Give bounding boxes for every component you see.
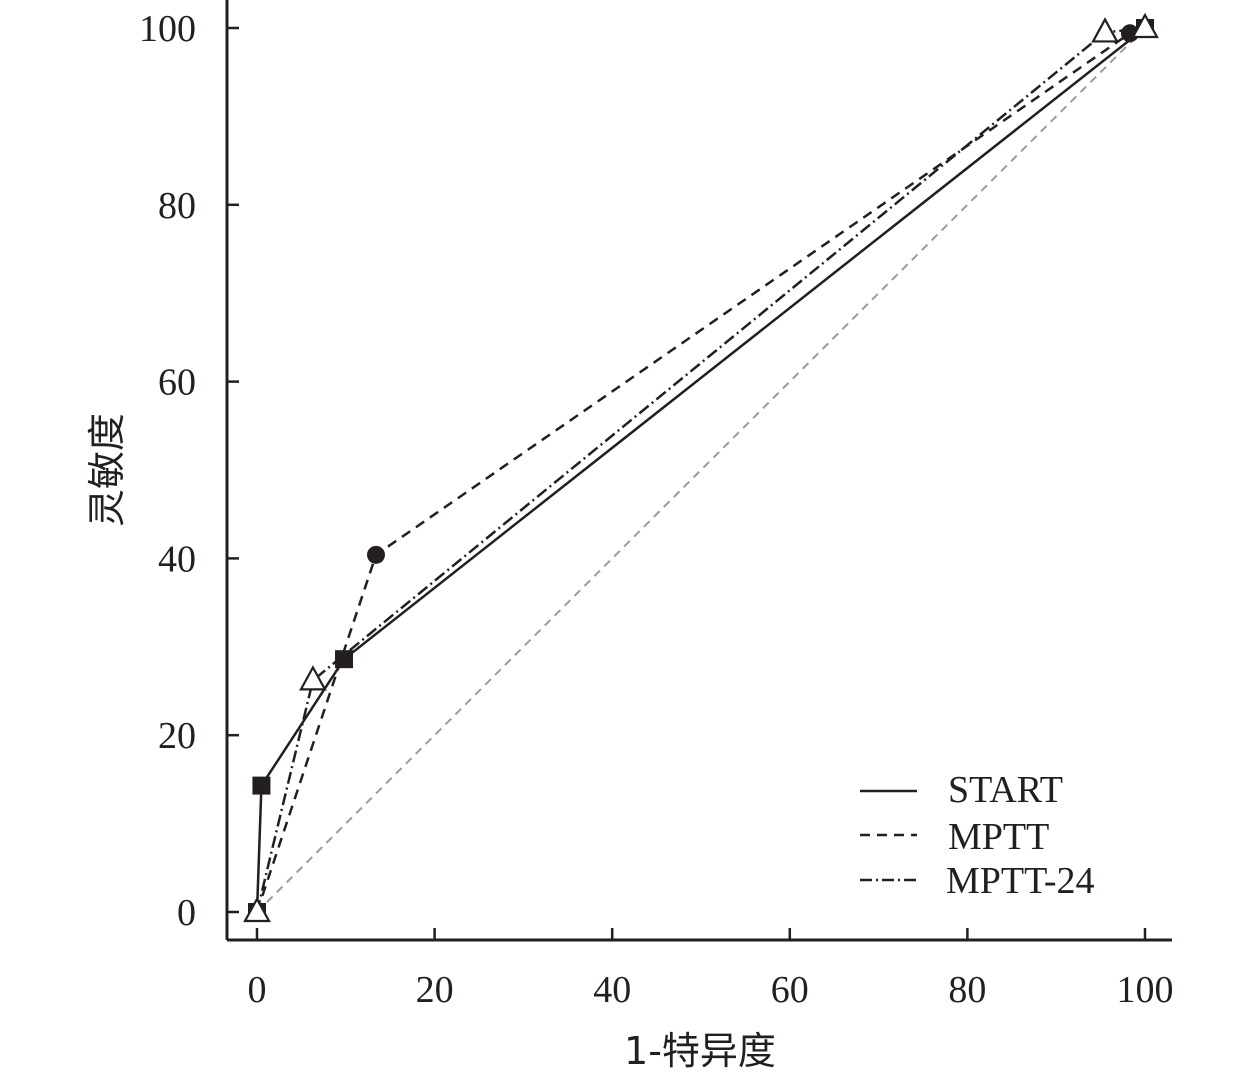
axes-layer <box>225 0 1172 942</box>
y-axis-title: 灵敏度 <box>85 413 129 527</box>
x-tick-label: 60 <box>771 969 809 1011</box>
x-tick-label: 0 <box>248 969 267 1011</box>
y-tick-label: 80 <box>158 185 196 227</box>
data-point-start <box>335 650 354 669</box>
x-tick-label: 100 <box>1117 969 1174 1011</box>
ticks-layer: 0 20 40 60 80 100 0 20 40 60 80 100 <box>139 8 1174 1011</box>
x-tick-label: 80 <box>948 969 986 1011</box>
y-tick-label: 40 <box>158 538 196 580</box>
data-point-mptt-24 <box>1131 12 1159 39</box>
y-tick-label: 60 <box>158 362 196 404</box>
data-point-mptt <box>366 545 385 564</box>
data-point-start <box>252 776 271 795</box>
y-tick-label: 0 <box>177 892 196 934</box>
legend-label-mptt: MPTT <box>948 816 1049 858</box>
y-tick-label: 100 <box>139 8 196 50</box>
data-point-mptt-24 <box>243 896 271 923</box>
x-axis-title: 1-特异度 <box>624 1029 776 1073</box>
marker-layer <box>243 12 1159 923</box>
data-point-mptt-24 <box>299 665 327 691</box>
legend-label-mptt-24: MPTT-24 <box>946 860 1095 902</box>
x-tick-label: 20 <box>416 969 454 1011</box>
x-tick-label: 40 <box>593 969 631 1011</box>
legend-label-start: START <box>948 769 1063 811</box>
legend: START MPTT MPTT-24 <box>860 769 1095 902</box>
y-tick-label: 20 <box>158 715 196 757</box>
series-line-start <box>255 27 1146 913</box>
data-point-mptt-24 <box>1091 17 1119 43</box>
